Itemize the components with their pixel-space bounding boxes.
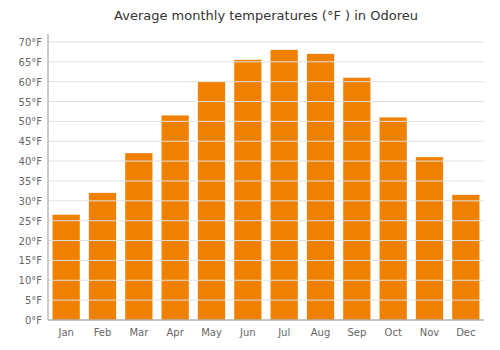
y-axis-line (48, 34, 49, 320)
bar (380, 117, 407, 320)
bar (234, 60, 261, 320)
grid (48, 42, 484, 320)
bar (162, 115, 189, 320)
bar (125, 153, 152, 320)
y-tick-label: 20°F (19, 236, 43, 247)
x-tick-label: Aug (311, 327, 331, 338)
grid-line (48, 280, 484, 281)
x-tick-label: Mar (129, 327, 149, 338)
grid-line (48, 101, 484, 102)
y-tick-label: 0°F (25, 315, 42, 326)
x-tick-label: May (201, 327, 222, 338)
x-tick-label: Jul (277, 327, 290, 338)
x-tick-label: Jun (239, 327, 256, 338)
x-tick-label: Feb (94, 327, 112, 338)
grid-line (48, 121, 484, 122)
bar (271, 50, 298, 320)
bars (53, 50, 480, 320)
grid-line (48, 200, 484, 201)
chart-svg: Average monthly temperatures (°F ) in Od… (0, 0, 500, 350)
grid-line (48, 81, 484, 82)
y-axis: 0°F 5°F 10°F 15°F 20°F 25°F 30°F 35°F 40°F 45°F 50… (19, 34, 48, 326)
x-tick-label: Dec (456, 327, 475, 338)
y-tick-label: 5°F (25, 295, 42, 306)
grid-line (48, 300, 484, 301)
y-tick-label: 35°F (19, 176, 43, 187)
grid-line (48, 180, 484, 181)
y-tick-label: 50°F (19, 116, 43, 127)
y-tick-label: 65°F (19, 57, 43, 68)
grid-line (48, 220, 484, 221)
grid-line (48, 260, 484, 261)
chart-container: Average monthly temperatures (°F ) in Od… (0, 0, 500, 350)
y-tick-label: 45°F (19, 136, 43, 147)
x-tick-label: Oct (385, 327, 402, 338)
grid-line (48, 161, 484, 162)
grid-line (48, 141, 484, 142)
y-tick-label: 30°F (19, 196, 43, 207)
title: Average monthly temperatures (°F ) in Od… (114, 8, 418, 23)
grid-line (48, 320, 484, 321)
x-axis: Jan Feb Mar Apr May Jun Jul Aug Sep Oct Nov Dec (48, 320, 484, 338)
y-tick-label: 70°F (19, 37, 43, 48)
y-tick-label: 15°F (19, 255, 43, 266)
x-tick-label: Sep (347, 327, 366, 338)
y-tick-label: 60°F (19, 77, 43, 88)
bar (89, 193, 116, 320)
y-tick-label: 40°F (19, 156, 43, 167)
x-axis-line (48, 320, 484, 321)
bar (343, 78, 370, 320)
y-tick-label: 55°F (19, 97, 43, 108)
bar (452, 195, 479, 320)
x-tick-label: Apr (167, 327, 185, 338)
grid-line (48, 61, 484, 62)
grid-line (48, 240, 484, 241)
grid-line (48, 41, 484, 42)
y-tick-label: 25°F (19, 216, 43, 227)
x-tick-label: Jan (57, 327, 73, 338)
bar (53, 215, 80, 320)
bar (416, 157, 443, 320)
y-tick-label: 10°F (19, 275, 43, 286)
x-tick-label: Nov (420, 327, 440, 338)
